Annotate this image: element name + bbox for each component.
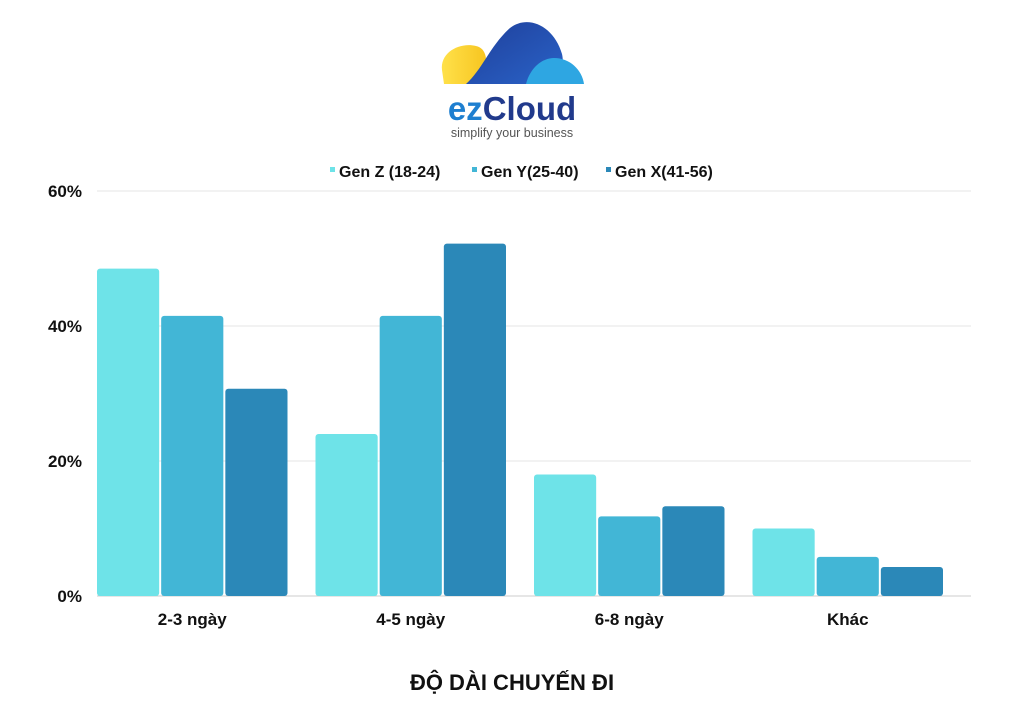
- legend-swatch: [606, 167, 611, 172]
- legend-label: Gen Y(25-40): [481, 164, 579, 181]
- ezcloud-logo: ezCloud simplify your business: [441, 22, 584, 140]
- logo-wordmark-cloud: Cloud: [483, 90, 576, 127]
- legend-swatch: [472, 167, 477, 172]
- bar-2-3-ngày-series-1: [97, 268, 160, 596]
- x-tick-label: 4-5 ngày: [376, 610, 446, 629]
- bar-6-8-ngày-series-1: [534, 474, 597, 596]
- y-tick-label: 0%: [57, 587, 82, 606]
- bar-4-5-ngày-series-1: [315, 434, 378, 596]
- bar-khác-series-3: [880, 566, 943, 596]
- bar-khác-series-1: [752, 528, 815, 596]
- x-tick-label: 2-3 ngày: [158, 610, 228, 629]
- bar-4-5-ngày-series-3: [443, 243, 506, 596]
- logo-tagline: simplify your business: [451, 126, 573, 140]
- bar-6-8-ngày-series-3: [662, 506, 725, 596]
- bar-2-3-ngày-series-2: [161, 315, 224, 596]
- y-tick-label: 20%: [48, 452, 82, 471]
- x-axis: 2-3 ngày 4-5 ngày 6-8 ngày Khác: [158, 610, 869, 629]
- bar-khác-series-2: [816, 556, 879, 596]
- legend-label: Gen X(41-56): [615, 164, 713, 181]
- x-tick-label: Khác: [827, 610, 869, 629]
- logo-wordmark-ez: ez: [448, 90, 483, 127]
- bar-6-8-ngày-series-2: [598, 516, 661, 596]
- bars: [97, 243, 943, 596]
- x-axis-title: ĐỘ DÀI CHUYẾN ĐI: [410, 670, 614, 695]
- x-tick-label: 6-8 ngày: [595, 610, 665, 629]
- y-tick-label: 60%: [48, 182, 82, 201]
- y-axis: 0% 20% 40% 60%: [48, 182, 82, 606]
- logo-light-blue-shape: [526, 58, 584, 84]
- legend-swatch: [330, 167, 335, 172]
- chart-legend: Gen Z (18-24) Gen Y(25-40) Gen X(41-56): [330, 164, 713, 181]
- y-tick-label: 40%: [48, 317, 82, 336]
- bar-4-5-ngày-series-2: [379, 315, 442, 596]
- legend-label: Gen Z (18-24): [339, 164, 440, 181]
- logo-wordmark: ezCloud: [448, 90, 576, 127]
- bar-2-3-ngày-series-3: [225, 388, 288, 596]
